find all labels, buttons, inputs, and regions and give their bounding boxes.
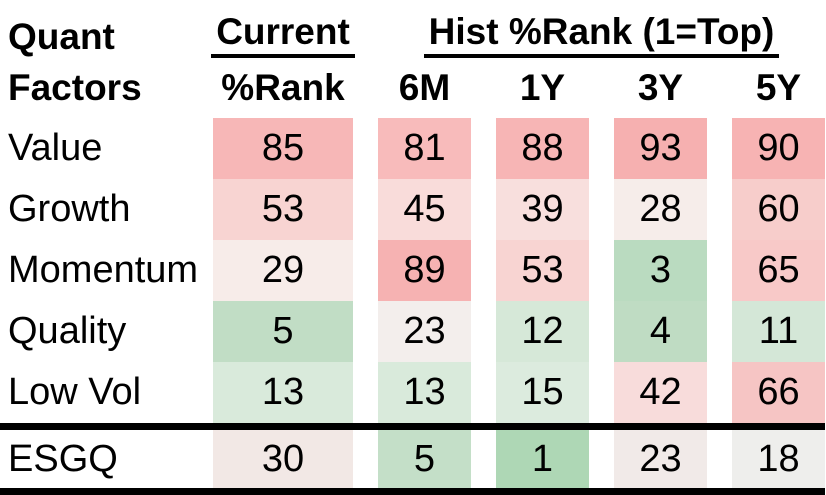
cell-esgq-6m: 5 xyxy=(378,430,471,488)
cell-quality-6m: 23 xyxy=(378,301,471,362)
cell-esgq-current: 30 xyxy=(213,430,353,488)
cell-growth-1y: 39 xyxy=(496,179,589,240)
cell-growth-6m: 45 xyxy=(378,179,471,240)
col-header-3y: 3Y xyxy=(637,67,684,108)
col-header-1y: 1Y xyxy=(519,67,566,108)
cell-momentum-5y: 65 xyxy=(732,240,825,301)
cell-momentum-current: 29 xyxy=(213,240,353,301)
cell-growth-current: 53 xyxy=(213,179,353,240)
thick-divider-1 xyxy=(0,423,825,430)
cell-low-vol-current: 13 xyxy=(213,362,353,423)
thick-divider-2 xyxy=(0,488,825,495)
col-header-5y: 5Y xyxy=(755,67,802,108)
cell-low-vol-3y: 42 xyxy=(614,362,707,423)
cell-quality-current: 5 xyxy=(213,301,353,362)
row-label-quality: Quality xyxy=(8,310,127,352)
group-header-current: Current xyxy=(211,2,355,58)
cell-value-3y: 93 xyxy=(614,118,707,179)
cell-momentum-6m: 89 xyxy=(378,240,471,301)
cell-esgq-3y: 23 xyxy=(614,430,707,488)
cell-esgq-1y: 1 xyxy=(496,430,589,488)
group-header-hist-rank-label: Hist %Rank (1=Top) xyxy=(423,12,780,58)
cell-momentum-1y: 53 xyxy=(496,240,589,301)
cell-growth-3y: 28 xyxy=(614,179,707,240)
group-header-hist-rank: Hist %Rank (1=Top) xyxy=(378,2,825,58)
cell-value-6m: 81 xyxy=(378,118,471,179)
row-label-growth: Growth xyxy=(8,188,131,230)
cell-momentum-3y: 3 xyxy=(614,240,707,301)
cell-value-5y: 90 xyxy=(732,118,825,179)
cell-value-1y: 88 xyxy=(496,118,589,179)
col-header-percent-rank: %Rank xyxy=(221,67,345,108)
row-label-momentum: Momentum xyxy=(8,249,199,291)
cell-low-vol-1y: 15 xyxy=(496,362,589,423)
row-label-value: Value xyxy=(8,127,103,169)
cell-low-vol-5y: 66 xyxy=(732,362,825,423)
cell-esgq-5y: 18 xyxy=(732,430,825,488)
cell-quality-5y: 11 xyxy=(732,301,825,362)
col-header-6m: 6M xyxy=(398,67,451,108)
group-header-current-label: Current xyxy=(211,12,355,58)
cell-growth-5y: 60 xyxy=(732,179,825,240)
corner-title-line2: Factors xyxy=(8,67,142,108)
corner-title-line1: Quant xyxy=(8,16,115,57)
cell-quality-3y: 4 xyxy=(614,301,707,362)
cell-value-current: 85 xyxy=(213,118,353,179)
row-label-esgq: ESGQ xyxy=(8,437,118,480)
row-label-low-vol: Low Vol xyxy=(8,371,142,413)
corner-title: Quant Factors xyxy=(0,2,188,118)
cell-low-vol-6m: 13 xyxy=(378,362,471,423)
cell-quality-1y: 12 xyxy=(496,301,589,362)
